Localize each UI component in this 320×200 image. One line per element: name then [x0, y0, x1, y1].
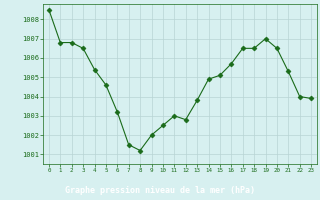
Text: Graphe pression niveau de la mer (hPa): Graphe pression niveau de la mer (hPa) — [65, 186, 255, 195]
